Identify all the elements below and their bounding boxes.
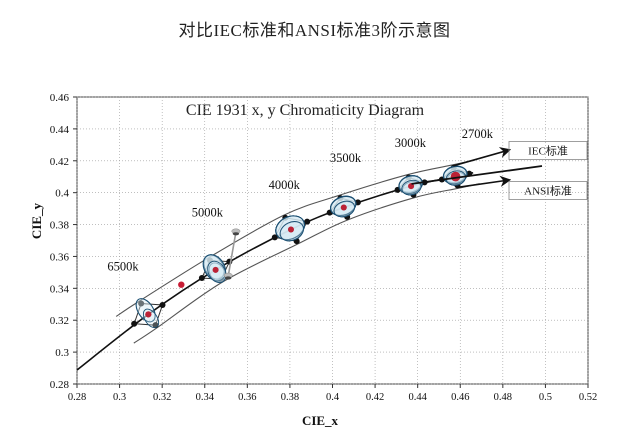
svg-text:0.4: 0.4 [326,392,340,403]
svg-text:0.42: 0.42 [50,156,69,168]
svg-text:0.34: 0.34 [196,392,215,403]
svg-text:0.38: 0.38 [281,392,299,403]
svg-text:0.52: 0.52 [579,392,597,403]
svg-text:0.28: 0.28 [50,379,70,391]
svg-text:0.46: 0.46 [451,392,469,403]
svg-text:0.32: 0.32 [50,315,69,327]
svg-text:0.36: 0.36 [50,251,70,263]
svg-text:0.4: 0.4 [55,188,69,200]
svg-text:0.46: 0.46 [50,92,70,104]
svg-text:0.5: 0.5 [539,392,552,403]
svg-text:5000k: 5000k [192,205,224,219]
svg-text:0.3: 0.3 [113,392,126,403]
svg-text:0.44: 0.44 [408,392,427,403]
svg-text:IEC标准: IEC标准 [528,144,568,158]
svg-text:ANSI标准: ANSI标准 [524,184,572,198]
svg-text:4000k: 4000k [269,178,301,192]
svg-text:0.3: 0.3 [55,347,69,359]
svg-text:0.28: 0.28 [68,392,86,403]
svg-text:3000k: 3000k [395,136,427,150]
svg-text:2700k: 2700k [462,127,494,141]
svg-text:0.38: 0.38 [50,220,70,232]
svg-text:0.42: 0.42 [366,392,384,403]
svg-text:0.32: 0.32 [153,392,171,403]
svg-text:3500k: 3500k [330,151,362,165]
svg-text:0.44: 0.44 [50,124,70,136]
svg-text:0.36: 0.36 [238,392,256,403]
svg-text:6500k: 6500k [107,260,139,274]
svg-text:0.34: 0.34 [50,283,70,295]
svg-text:0.48: 0.48 [494,392,512,403]
